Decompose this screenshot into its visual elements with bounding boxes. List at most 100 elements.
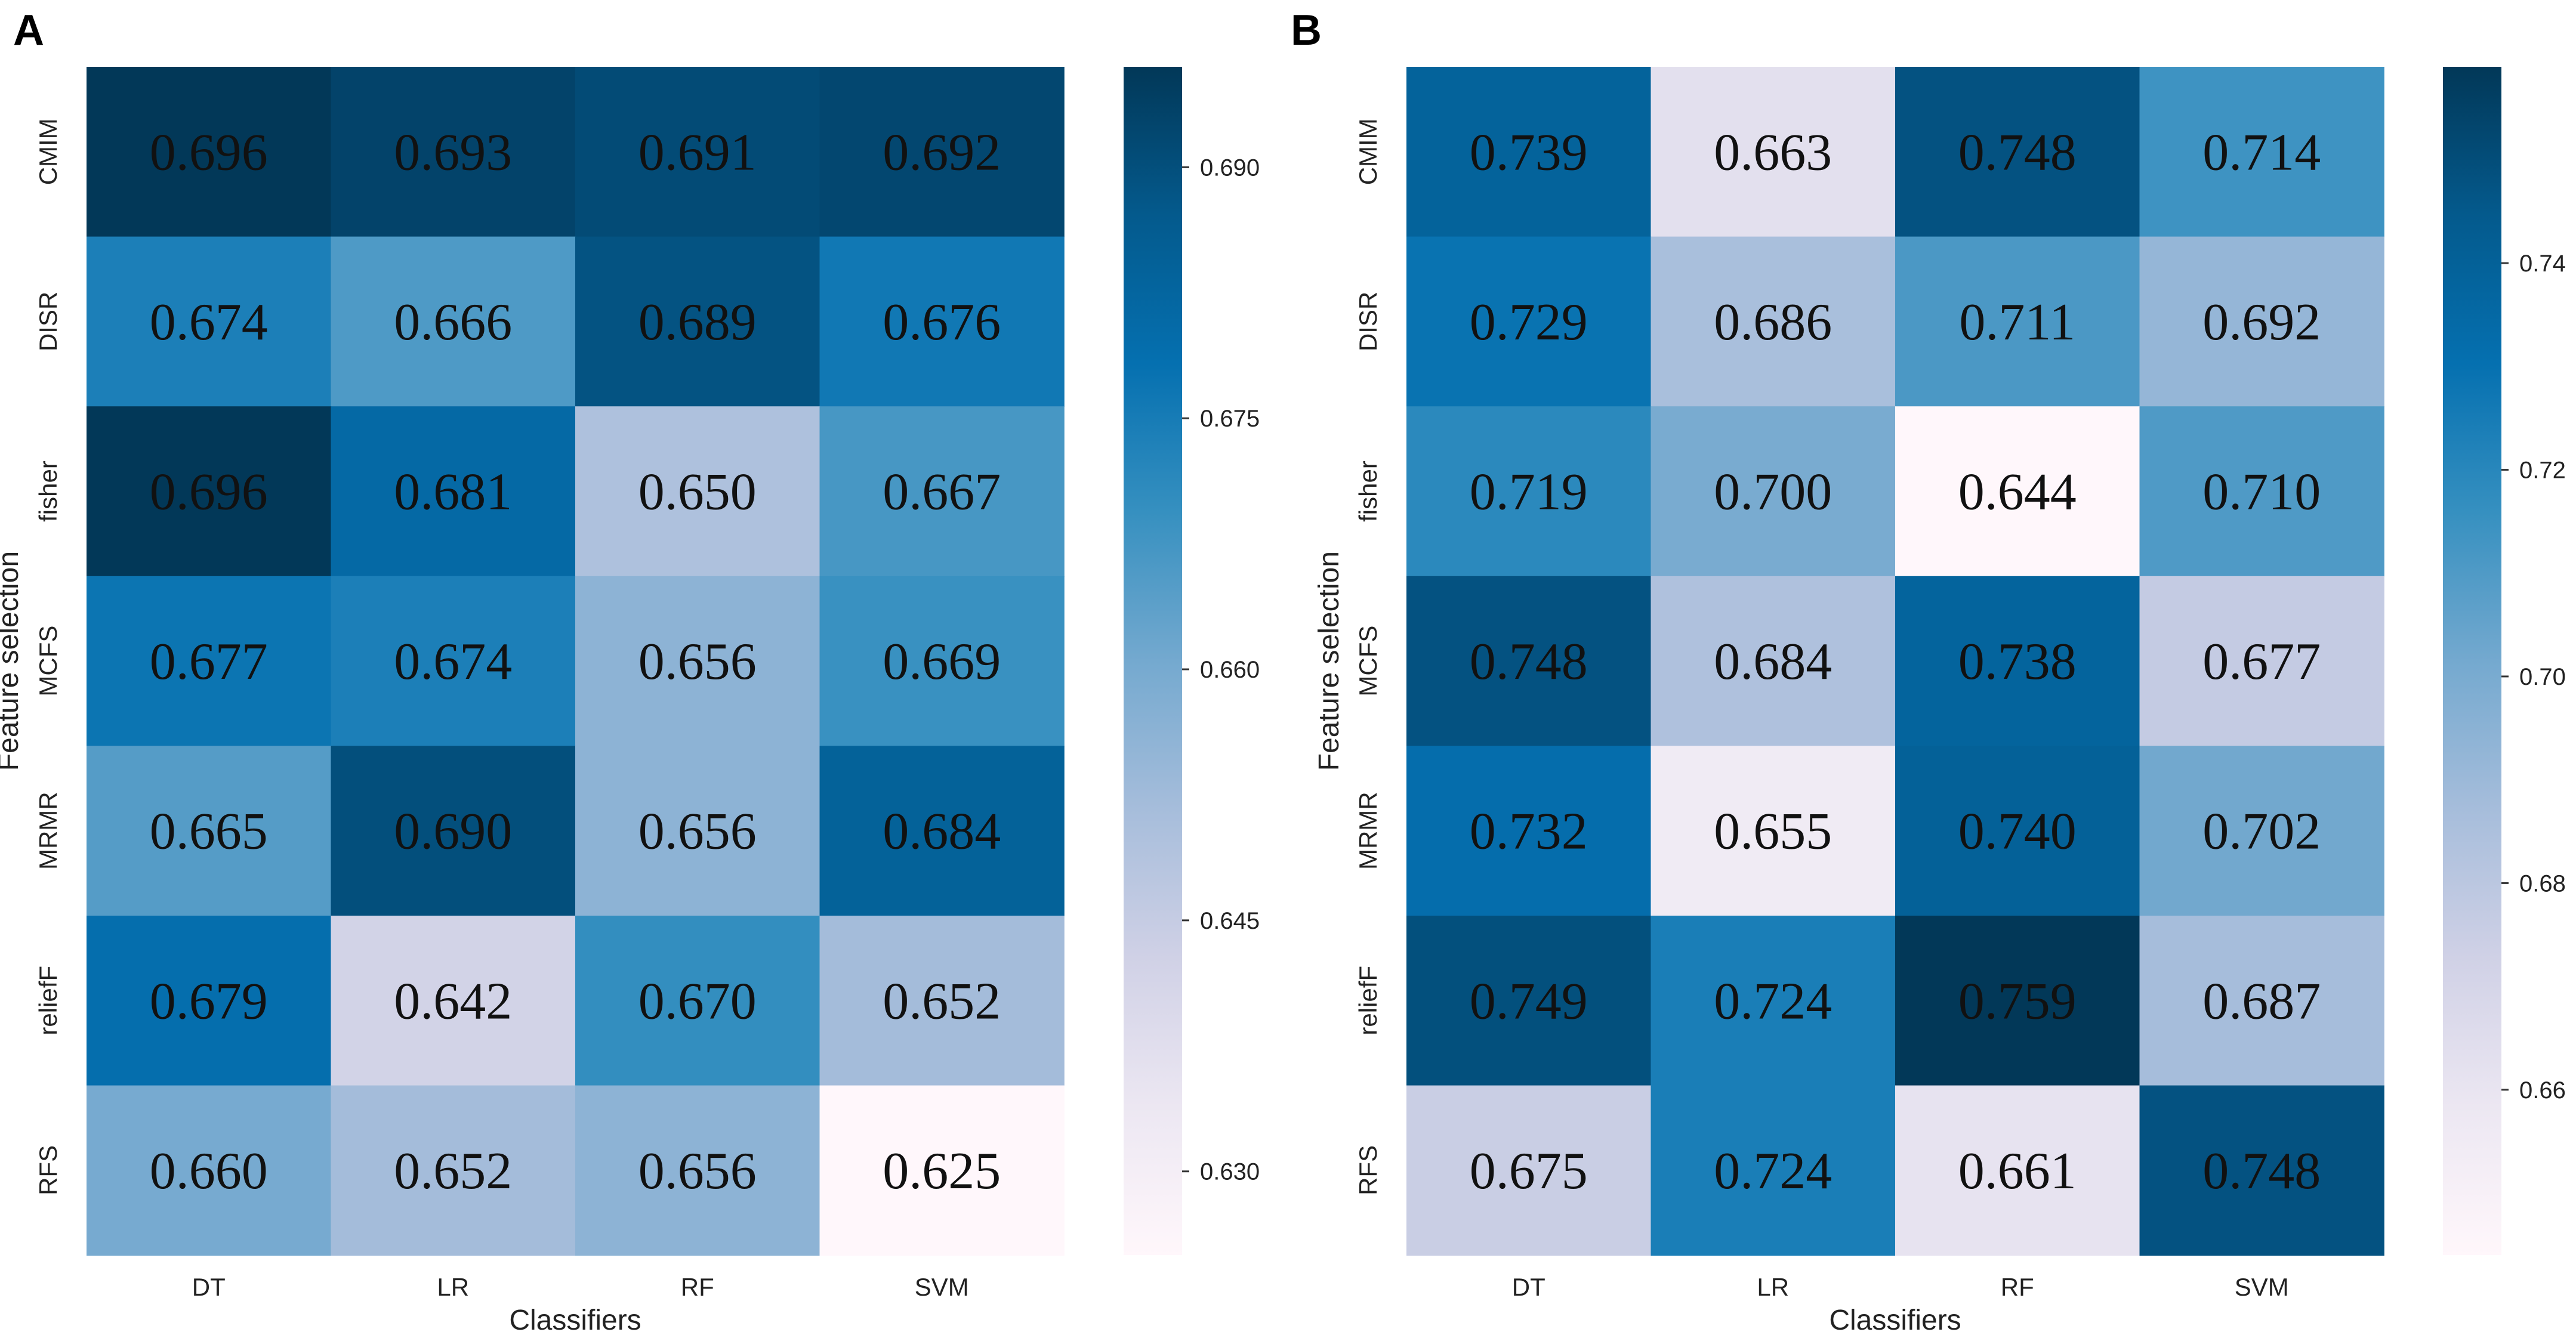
- cell-value-label: 0.663: [1714, 123, 1832, 181]
- heatmap-cell: [87, 746, 332, 916]
- heatmap-cell: [331, 746, 576, 916]
- cell-value-label: 0.732: [1470, 803, 1588, 861]
- cell-value-label: 0.665: [150, 803, 268, 861]
- heatmap-cell: [1651, 67, 1896, 237]
- cell-value-label: 0.748: [2202, 1142, 2321, 1200]
- x-tick-label: RF: [681, 1273, 714, 1301]
- cell-value-label: 0.674: [150, 293, 268, 351]
- heatmap-cell: [87, 576, 332, 747]
- cell-value-label: 0.693: [394, 123, 512, 181]
- heatmap-cell: [2139, 236, 2384, 407]
- y-tick-label: CMIM: [34, 118, 62, 185]
- cell-value-label: 0.692: [883, 123, 1001, 181]
- cell-value-label: 0.676: [883, 293, 1001, 351]
- cell-value-label: 0.666: [394, 293, 512, 351]
- cell-value-label: 0.674: [394, 633, 512, 691]
- heatmap-cell: [87, 1085, 332, 1256]
- y-tick-label: MCFS: [34, 626, 62, 697]
- cell-value-label: 0.650: [638, 463, 757, 521]
- heatmap-cell: [87, 916, 332, 1086]
- cell-value-label: 0.711: [1959, 293, 2075, 351]
- cell-value-label: 0.719: [1470, 463, 1588, 521]
- cell-value-label: 0.714: [2202, 123, 2321, 181]
- colorbar-tick-label: 0.645: [1200, 908, 1260, 934]
- cell-value-label: 0.692: [2202, 293, 2321, 351]
- heatmap-cell: [1406, 406, 1652, 577]
- cell-value-label: 0.691: [638, 123, 757, 181]
- cell-value-label: 0.687: [2202, 972, 2321, 1030]
- heatmap-cell: [575, 236, 820, 407]
- cell-value-label: 0.679: [150, 972, 268, 1030]
- panel-label: A: [13, 7, 44, 54]
- x-axis-title: Classifiers: [509, 1305, 641, 1335]
- y-axis-title: Feature selection: [1313, 551, 1345, 771]
- heatmap-cell: [819, 1085, 1065, 1256]
- cell-value-label: 0.684: [883, 803, 1001, 861]
- cell-value-label: 0.740: [1958, 803, 2077, 861]
- y-tick-label: MRMR: [34, 792, 62, 870]
- heatmap-cell: [331, 576, 576, 747]
- cell-value-label: 0.677: [150, 633, 268, 691]
- colorbar-tick-label: 0.68: [2519, 870, 2566, 897]
- heatmap-cell: [1406, 236, 1652, 407]
- heatmap-cell: [1895, 746, 2140, 916]
- cell-value-label: 0.661: [1958, 1142, 2077, 1200]
- colorbar-tick-label: 0.630: [1200, 1159, 1260, 1185]
- heatmap-cell: [87, 67, 332, 237]
- cell-value-label: 0.748: [1470, 633, 1588, 691]
- heatmap-cell: [575, 67, 820, 237]
- heatmap-cell: [819, 576, 1065, 747]
- heatmap-cell: [331, 406, 576, 577]
- cell-value-label: 0.696: [150, 463, 268, 521]
- heatmap-cell: [819, 406, 1065, 577]
- x-tick-label: SVM: [2235, 1273, 2289, 1301]
- cell-value-label: 0.690: [394, 803, 512, 861]
- heatmap-cell: [87, 406, 332, 577]
- heatmap-cell: [331, 67, 576, 237]
- heatmap-cell: [1895, 916, 2140, 1086]
- colorbar-tick-label: 0.66: [2519, 1077, 2566, 1104]
- heatmap-cell: [1651, 916, 1896, 1086]
- cell-value-label: 0.700: [1714, 463, 1832, 521]
- cell-value-label: 0.724: [1714, 972, 1832, 1030]
- heatmap-cell: [819, 236, 1065, 407]
- colorbar: [1124, 67, 1182, 1255]
- cell-value-label: 0.686: [1714, 293, 1832, 351]
- cell-value-label: 0.689: [638, 293, 757, 351]
- heatmap-cell: [819, 916, 1065, 1086]
- heatmap-cell: [575, 1085, 820, 1256]
- y-tick-label: MCFS: [1354, 626, 1382, 697]
- heatmap-panel-a: A 0.696 0.693 0.691 0.692 0.674 0.666 0.689 0.67…: [0, 7, 1260, 1335]
- y-tick-label: MRMR: [1354, 792, 1382, 870]
- y-tick-label: fisher: [1354, 461, 1382, 522]
- heatmap-cell: [2139, 576, 2384, 747]
- y-tick-label: RFS: [34, 1145, 62, 1195]
- colorbar: [2443, 67, 2501, 1255]
- heatmap-cell: [1651, 236, 1896, 407]
- heatmap-cell: [1895, 1085, 2140, 1256]
- heatmap-cell: [575, 916, 820, 1086]
- x-tick-label: SVM: [915, 1273, 969, 1301]
- cell-value-label: 0.675: [1470, 1142, 1588, 1200]
- heatmap-cell: [575, 406, 820, 577]
- cell-value-label: 0.759: [1958, 972, 2077, 1030]
- x-tick-label: RF: [2001, 1273, 2034, 1301]
- panel-label: B: [1291, 7, 1322, 54]
- heatmap-cell: [575, 576, 820, 747]
- cell-value-label: 0.670: [638, 972, 757, 1030]
- heatmap-cell: [575, 746, 820, 916]
- cell-value-label: 0.652: [394, 1142, 512, 1200]
- cell-value-label: 0.660: [150, 1142, 268, 1200]
- cell-value-label: 0.644: [1958, 463, 2077, 521]
- cell-value-label: 0.749: [1470, 972, 1588, 1030]
- heatmap-cell: [819, 67, 1065, 237]
- heatmap-cell: [1406, 576, 1652, 747]
- heatmap-cell: [1406, 916, 1652, 1086]
- y-tick-label: DISR: [1354, 292, 1382, 351]
- heatmap-cell: [1651, 1085, 1896, 1256]
- cell-value-label: 0.642: [394, 972, 512, 1030]
- y-axis-title: Feature selection: [0, 551, 24, 771]
- y-tick-label: DISR: [34, 292, 62, 351]
- x-axis-title: Classifiers: [1829, 1305, 1961, 1335]
- cell-value-label: 0.738: [1958, 633, 2077, 691]
